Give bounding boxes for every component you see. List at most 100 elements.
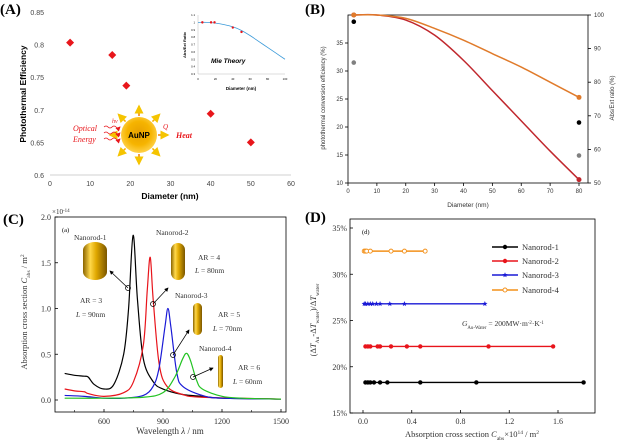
inset-point <box>213 21 216 24</box>
length-label: L = 80nm <box>194 266 224 275</box>
text-part: ×10 <box>504 429 517 439</box>
text-part: -2 <box>528 321 533 326</box>
data-point <box>371 380 377 385</box>
panel-label: (C) <box>3 212 24 228</box>
y-tick-label: 25% <box>332 317 347 326</box>
inset-y-tick-label: 0.6 <box>191 50 195 54</box>
legend-marker <box>502 287 508 293</box>
x-tick-label: 1.2 <box>504 417 514 426</box>
data-point <box>385 380 390 385</box>
curve-marker <box>576 177 582 183</box>
sun-ray <box>151 147 161 157</box>
data-point <box>365 301 371 307</box>
aunp-particle <box>121 117 157 153</box>
inset-y-tick-label: 0.4 <box>191 65 195 69</box>
data-point <box>387 301 393 307</box>
length-value: = 80nm <box>199 266 224 275</box>
y-multiplier-exp: -14 <box>63 209 70 214</box>
x-tick-label: 0 <box>48 181 52 188</box>
data-point <box>108 51 117 60</box>
x-tick-label: 10 <box>86 181 94 188</box>
legend-marker <box>502 244 508 250</box>
text-part: )/Δ <box>308 300 318 311</box>
data-point <box>66 38 75 47</box>
x-tick-label: 0.4 <box>407 417 417 426</box>
peak-marker-circle <box>190 374 196 380</box>
y-right-tick-label: 100 <box>594 13 605 19</box>
inset-y-tick-label: 0.3 <box>191 72 195 76</box>
inset-y-tick-label: 1 <box>193 20 195 24</box>
x-tick-label: 1200 <box>214 417 230 426</box>
legend-label: Nanorod-2 <box>522 256 559 266</box>
nanorod-image <box>171 243 185 280</box>
y-left-tick-label: 10 <box>336 181 343 187</box>
data-point <box>206 109 215 118</box>
text-part: Au <box>315 336 321 343</box>
data-point <box>388 248 394 254</box>
data-point <box>388 344 394 349</box>
data-point <box>482 301 488 307</box>
x-tick-label: 60 <box>287 181 295 188</box>
text-part: T <box>308 342 318 348</box>
pointer-arrow <box>192 367 214 378</box>
y-tick-label: 2.0 <box>41 213 51 222</box>
photon-wave <box>103 131 121 138</box>
photon-label: hν <box>112 119 118 125</box>
inset-x-title: Diameter (nm) <box>226 86 257 91</box>
y-axis-title: Photothermal Efficiency <box>18 45 28 143</box>
data-point <box>581 380 586 385</box>
panel-label: (D) <box>305 210 326 226</box>
efficiency-point <box>351 60 357 65</box>
y-tick-label: 0.75 <box>30 75 44 82</box>
y-axis-title: (ΔTAu-ΔTwater)/ΔTwater <box>308 283 321 356</box>
y-tick-label: 0.85 <box>30 10 44 17</box>
data-point <box>422 248 428 254</box>
x-tick-label: 0 <box>346 189 350 195</box>
inset-y-tick-label: 1.1 <box>191 13 195 17</box>
y-tick-label: 0.7 <box>34 108 44 115</box>
x-tick-label: 30 <box>167 181 175 188</box>
text-part: -1 <box>540 321 545 326</box>
data-point <box>367 301 373 307</box>
length-label: L = 90nm <box>75 310 105 319</box>
aspect-ratio-label: AR = 3 <box>80 296 102 305</box>
nanorod-name-label: Nanorod-2 <box>156 228 189 237</box>
peak-marker-circle <box>125 285 131 291</box>
data-point <box>367 248 373 254</box>
length-value: = 60nm <box>237 377 262 386</box>
y-left-tick-label: 20 <box>336 125 343 131</box>
conductance-annotation: GAu-Water = 200MW·m-2·K-1 <box>462 319 544 331</box>
y-tick-label: 1.0 <box>41 305 51 314</box>
x-axis-title: Absorption cross section Cabs×1014 / m2 <box>405 429 539 442</box>
plot-frame <box>54 216 287 413</box>
text-part: Absorption cross section <box>19 283 29 369</box>
sun-ray <box>117 113 127 123</box>
data-point <box>377 380 383 385</box>
nanorod-image <box>193 303 202 335</box>
data-point <box>486 344 491 349</box>
inset-point <box>240 30 243 34</box>
y-tick-label: 20% <box>332 363 347 372</box>
data-point <box>377 344 383 349</box>
y-tick-label: 0.0 <box>41 396 51 405</box>
text-part: Wavelength <box>136 426 181 436</box>
x-tick-label: 40 <box>207 181 215 188</box>
y-tick-label: 0.8 <box>34 43 44 50</box>
abs-ext-curve <box>353 14 580 98</box>
plot-frame <box>347 14 589 184</box>
x-tick-label: 1.6 <box>553 417 563 426</box>
text-part: = 200MW·m <box>486 319 527 328</box>
aspect-ratio-label: AR = 6 <box>238 363 260 372</box>
pointer-arrow <box>172 329 190 356</box>
data-point <box>401 248 407 254</box>
y-left-tick-label: 15 <box>336 153 343 159</box>
x-axis-title: Diameter (nm) <box>141 191 198 201</box>
legend-label: Nanorod-3 <box>522 270 559 280</box>
text-part: abs <box>497 436 504 442</box>
y-tick-label: 0.65 <box>30 140 44 147</box>
y-left-tick-label: 25 <box>336 97 343 103</box>
y-right-tick-label: 60 <box>594 147 601 153</box>
x-tick-label: 10 <box>374 189 381 195</box>
energy-label: Energy <box>72 135 96 144</box>
peak-marker-circle <box>150 301 156 307</box>
